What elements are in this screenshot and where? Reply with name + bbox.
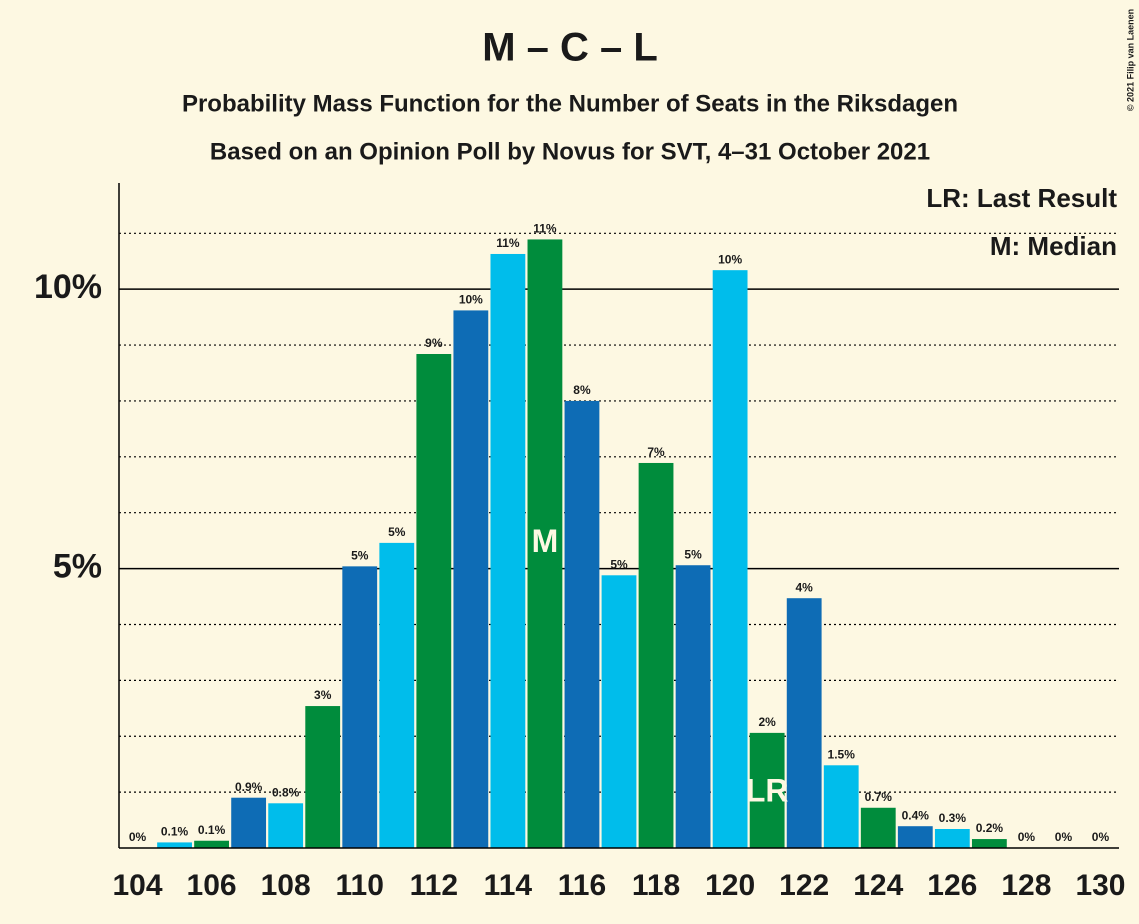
bar (638, 462, 674, 848)
data-label: 9% (425, 336, 443, 350)
data-label: 5% (351, 549, 369, 563)
y-tick-label: 5% (53, 548, 102, 586)
data-label: 4% (796, 580, 814, 594)
bar (971, 839, 1007, 848)
data-label: 0% (1092, 830, 1110, 844)
bar (860, 807, 896, 848)
bar (379, 542, 415, 848)
data-label: 7% (647, 445, 665, 459)
data-label: 0% (1055, 830, 1073, 844)
x-tick-label: 116 (558, 869, 606, 902)
x-tick-label: 124 (853, 869, 903, 902)
data-label: 0.2% (976, 821, 1004, 835)
y-tick-label: 10% (34, 268, 102, 306)
bar (601, 575, 637, 848)
bar (194, 840, 229, 848)
data-label: 3% (314, 688, 332, 702)
data-label: 11% (496, 236, 520, 250)
bar (453, 310, 489, 849)
x-tick-label: 128 (1001, 869, 1051, 902)
bar-marker: LR (746, 772, 789, 808)
bar (823, 765, 859, 848)
data-label: 5% (684, 547, 702, 561)
bar (749, 732, 785, 848)
x-tick-label: 122 (779, 869, 829, 902)
x-tick-label: 114 (484, 869, 533, 902)
bar (416, 354, 452, 848)
data-label: 0.8% (272, 785, 300, 799)
legend-entry: LR: Last Result (926, 183, 1117, 213)
data-label: 0.3% (939, 811, 967, 825)
x-tick-label: 110 (336, 869, 384, 902)
data-label: 0% (129, 830, 147, 844)
bar (712, 270, 748, 848)
chart-title: M – C – L (482, 26, 658, 70)
data-label: 1.5% (828, 747, 856, 761)
bar (157, 842, 192, 848)
data-label: 0.4% (902, 808, 930, 822)
copyright: © 2021 Filip van Laenen (1125, 9, 1135, 111)
data-label: 0.1% (198, 823, 226, 837)
chart-subtitle: Based on an Opinion Poll by Novus for SV… (210, 138, 930, 165)
bar (305, 706, 341, 848)
data-label: 5% (610, 557, 628, 571)
bar-marker: M (532, 523, 559, 559)
chart-subtitle: Probability Mass Function for the Number… (182, 90, 958, 117)
data-label: 10% (459, 293, 483, 307)
bar (490, 253, 526, 848)
data-label: 0% (1018, 830, 1036, 844)
bar (231, 797, 267, 848)
x-tick-label: 106 (187, 869, 237, 902)
data-label: 11% (533, 222, 557, 236)
bar (786, 598, 822, 848)
data-label: 0.1% (161, 825, 189, 839)
x-tick-label: 108 (261, 869, 311, 902)
data-label: 10% (718, 252, 742, 266)
data-label: 0.7% (865, 790, 893, 804)
bar (934, 829, 970, 848)
bar (675, 565, 711, 848)
legend-entry: M: Median (990, 231, 1117, 261)
bar (268, 803, 304, 848)
data-label: 8% (573, 383, 591, 397)
x-tick-label: 120 (705, 869, 755, 902)
bar (564, 400, 600, 848)
x-tick-label: 118 (632, 869, 680, 902)
data-label: 0.9% (235, 780, 263, 794)
x-tick-label: 104 (112, 869, 162, 902)
x-tick-label: 130 (1075, 869, 1125, 902)
data-label: 5% (388, 525, 406, 539)
bar (897, 826, 933, 848)
x-tick-label: 126 (927, 869, 977, 902)
bar (527, 239, 563, 849)
data-label: 2% (758, 715, 776, 729)
bar (342, 566, 378, 848)
x-tick-label: 112 (410, 869, 458, 902)
